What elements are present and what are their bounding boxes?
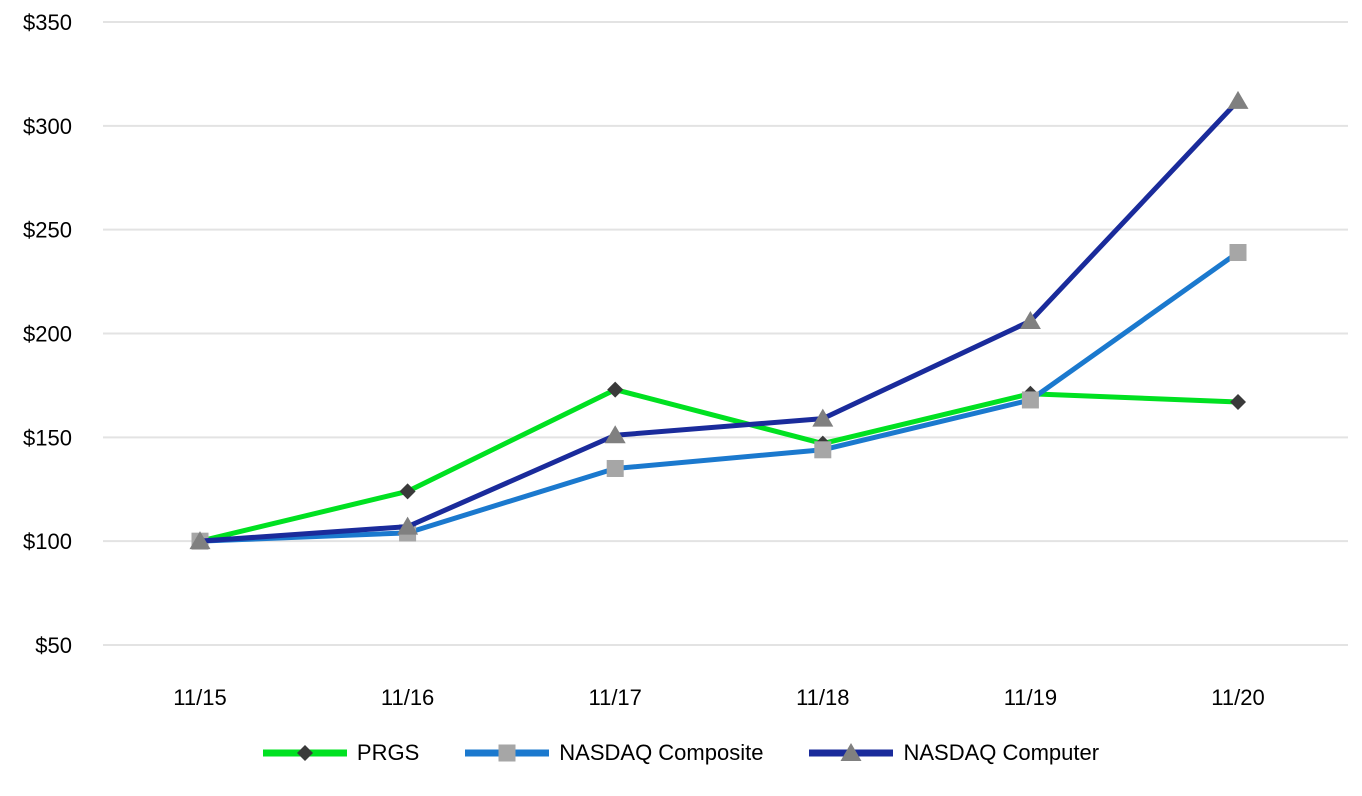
y-axis-label: $250 — [23, 218, 72, 243]
prgs-legend-swatch — [262, 745, 347, 761]
legend-label-prgs: PRGS — [356, 740, 420, 765]
y-axis-label: $350 — [23, 10, 72, 35]
marker-nasdaq-composite-11/18 — [814, 441, 832, 459]
nasdaq-computer-legend-swatch — [809, 743, 894, 761]
marker-nasdaq-computer-11/18 — [812, 408, 834, 427]
y-axis-label: $100 — [23, 529, 72, 554]
legend-item-nasdaq-computer: NASDAQ Computer — [809, 740, 1099, 766]
marker-nasdaq-composite-11/17 — [606, 459, 624, 477]
marker-nasdaq-composite-11/19 — [1021, 391, 1039, 409]
legend-item-nasdaq-composite: NASDAQ Composite — [465, 740, 763, 766]
series-line-nasdaq-computer — [197, 98, 1241, 544]
marker-prgs-11/17 — [607, 381, 624, 398]
marker-nasdaq-computer-11/16 — [397, 516, 419, 535]
legend-label-nasdaq-composite: NASDAQ Composite — [559, 740, 764, 765]
legend-item-prgs: PRGS — [262, 740, 420, 766]
x-axis-label: 11/16 — [381, 685, 434, 710]
y-axis-label: $50 — [35, 633, 72, 658]
series-line-prgs — [197, 387, 1241, 544]
x-axis-label: 11/15 — [173, 685, 226, 710]
legend-square-icon — [498, 744, 516, 762]
marker-nasdaq-computer-11/20 — [1227, 90, 1249, 109]
y-axis-label: $150 — [23, 425, 72, 450]
marker-nasdaq-composite-11/20 — [1229, 244, 1247, 262]
y-axis-label: $300 — [23, 114, 72, 139]
legend-triangle-icon — [840, 743, 862, 761]
nasdaq-composite-legend-swatch — [465, 744, 550, 762]
series-line-nasdaq-composite — [197, 250, 1241, 544]
legend-diamond-icon — [296, 745, 313, 761]
marker-prgs-11/16 — [399, 483, 416, 500]
legend-label-nasdaq-computer: NASDAQ Computer — [903, 740, 1100, 765]
marker-prgs-11/20 — [1230, 394, 1246, 411]
x-axis-label: 11/20 — [1211, 685, 1264, 710]
chart-legend: PRGS NASDAQ Composite NASDAQ Computer — [0, 740, 1362, 766]
marker-nasdaq-computer-11/15 — [189, 531, 211, 550]
x-axis-label: 11/18 — [796, 685, 849, 710]
marker-nasdaq-computer-11/17 — [604, 425, 626, 444]
x-axis-label: 11/17 — [588, 685, 641, 710]
x-axis-label: 11/19 — [1004, 685, 1057, 710]
chart-plot-area: $350 $300 $250 $200 $150 $100 $50 11/15 11/16 11/… — [23, 10, 1348, 710]
marker-nasdaq-computer-11/19 — [1019, 311, 1041, 330]
y-axis-label: $200 — [23, 322, 72, 347]
